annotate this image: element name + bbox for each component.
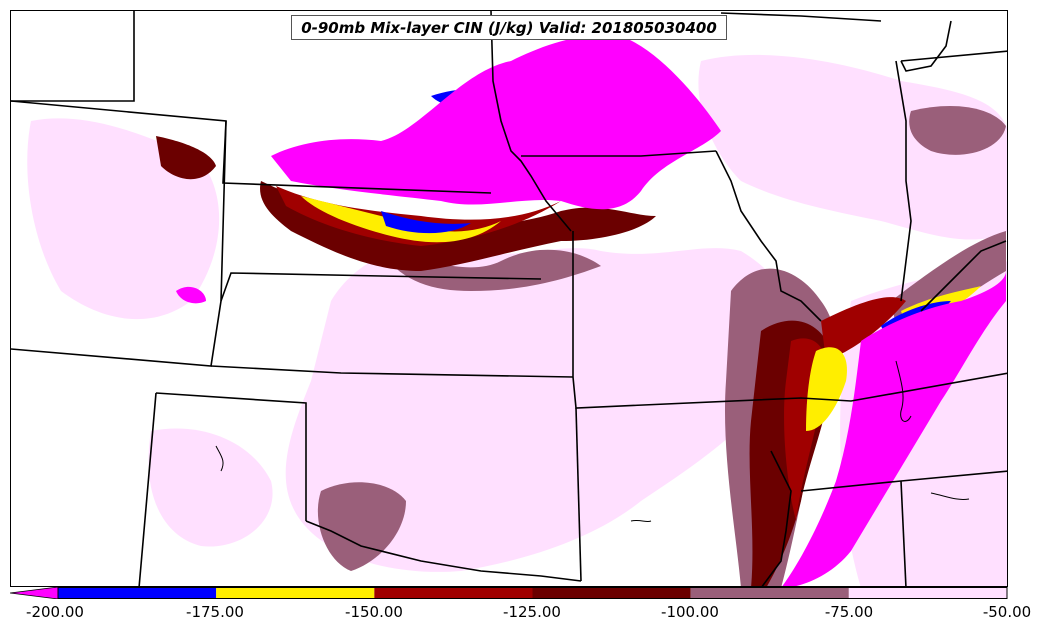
tick-label: -200.00 — [26, 603, 84, 621]
shade-blue-band — [381, 211, 471, 234]
boundary-line — [11, 11, 135, 102]
boundary-line — [761, 450, 792, 586]
river-line — [895, 360, 912, 422]
boundary-line — [715, 150, 822, 322]
colorbar-frame — [57, 587, 1008, 599]
tick-label: -75.00 — [824, 603, 874, 621]
shade-red-east — [821, 297, 906, 361]
boundary-line — [720, 12, 882, 22]
colorbar-segment — [216, 587, 375, 599]
shade-light-southwest — [148, 428, 273, 547]
shade-yellow-band — [301, 196, 501, 243]
boundary-line — [220, 272, 542, 302]
river-line — [630, 519, 652, 523]
boundary-line — [920, 240, 1007, 312]
shade-yellow-ridge — [806, 347, 847, 431]
boundary-line — [155, 392, 307, 521]
boundary-line — [575, 407, 582, 582]
colorbar-segments — [58, 587, 1007, 599]
boundary-line — [895, 60, 912, 302]
shade-light-central — [285, 245, 795, 572]
tick-label: -150.00 — [345, 603, 403, 621]
shade-red-band — [276, 186, 561, 246]
colorbar-segment — [374, 587, 533, 599]
shade-magenta-east — [782, 271, 1006, 586]
state-boundaries — [11, 11, 1007, 586]
boundary-line — [210, 365, 574, 378]
tick-label: -175.00 — [186, 603, 244, 621]
boundary-line — [572, 231, 1007, 409]
colorbar — [10, 587, 1008, 599]
tick-label: -100.00 — [661, 603, 719, 621]
shade-magenta-plains — [271, 35, 721, 210]
shade-mauve-sw — [317, 482, 406, 571]
boundary-line — [138, 392, 157, 586]
shade-magenta-west — [176, 286, 206, 304]
boundary-line — [900, 50, 1007, 62]
cin-shading — [27, 35, 1007, 586]
map-title: 0-90mb Mix-layer CIN (J/kg) Valid: 20180… — [291, 15, 727, 40]
boundary-line — [305, 520, 582, 582]
colorbar-segment — [848, 587, 1007, 599]
boundary-line — [900, 480, 907, 586]
shade-mauve-ne — [909, 106, 1006, 155]
boundary-line — [521, 150, 717, 157]
shade-mauve-central — [381, 249, 601, 291]
boundary-line — [222, 120, 492, 194]
tick-label: -50.00 — [982, 603, 1032, 621]
colorbar-segment — [58, 587, 217, 599]
shade-darkred-west — [156, 136, 216, 180]
shade-light-northeast — [698, 54, 1007, 240]
river-lines — [215, 360, 970, 523]
boundary-line — [490, 11, 572, 232]
cin-map — [11, 11, 1007, 586]
colorbar-segment — [690, 587, 849, 599]
river-line — [215, 445, 224, 472]
colorbar-segment — [532, 587, 691, 599]
river-line — [930, 492, 970, 500]
boundary-line — [900, 20, 952, 72]
colorbar-min-arrow — [10, 587, 59, 599]
map-panel — [10, 10, 1008, 587]
tick-label: -125.00 — [503, 603, 561, 621]
